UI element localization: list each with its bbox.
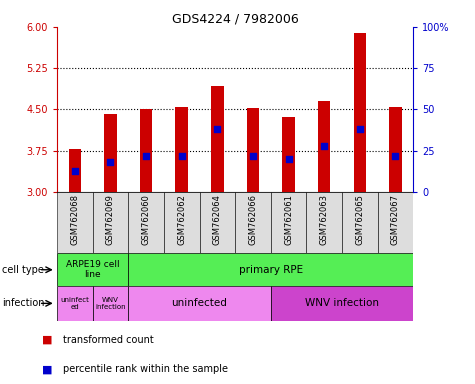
- Text: infection: infection: [2, 298, 45, 308]
- Bar: [353, 33, 366, 192]
- Bar: [318, 101, 331, 192]
- Bar: [389, 107, 402, 192]
- Bar: [164, 192, 200, 253]
- Text: GSM762062: GSM762062: [177, 194, 186, 245]
- Point: [71, 167, 79, 174]
- Bar: [271, 286, 413, 321]
- Bar: [93, 192, 128, 253]
- Point: [356, 126, 364, 132]
- Bar: [128, 192, 164, 253]
- Text: GSM762066: GSM762066: [248, 194, 257, 245]
- Text: WNV
infection: WNV infection: [95, 297, 126, 310]
- Bar: [128, 286, 271, 321]
- Bar: [282, 117, 295, 192]
- Bar: [306, 192, 342, 253]
- Bar: [247, 108, 259, 192]
- Text: GSM762067: GSM762067: [391, 194, 400, 245]
- Text: GSM762060: GSM762060: [142, 194, 151, 245]
- Text: WNV infection: WNV infection: [305, 298, 379, 308]
- Bar: [140, 109, 152, 192]
- Point: [213, 126, 221, 132]
- Text: GSM762061: GSM762061: [284, 194, 293, 245]
- Bar: [211, 86, 224, 192]
- Point: [249, 152, 256, 159]
- Title: GDS4224 / 7982006: GDS4224 / 7982006: [172, 13, 298, 26]
- Bar: [200, 192, 235, 253]
- Point: [178, 152, 185, 159]
- Bar: [378, 192, 413, 253]
- Text: cell type: cell type: [2, 265, 44, 275]
- Text: GSM762065: GSM762065: [355, 194, 364, 245]
- Text: ■: ■: [42, 335, 52, 345]
- Text: ■: ■: [42, 364, 52, 374]
- Bar: [93, 286, 128, 321]
- Text: GSM762068: GSM762068: [70, 194, 79, 245]
- Text: primary RPE: primary RPE: [238, 265, 303, 275]
- Point: [106, 159, 114, 166]
- Bar: [271, 192, 306, 253]
- Text: percentile rank within the sample: percentile rank within the sample: [64, 364, 228, 374]
- Point: [285, 156, 293, 162]
- Text: uninfected: uninfected: [171, 298, 228, 308]
- Bar: [342, 192, 378, 253]
- Text: GSM762063: GSM762063: [320, 194, 329, 245]
- Bar: [235, 192, 271, 253]
- Bar: [128, 253, 413, 286]
- Text: ARPE19 cell
line: ARPE19 cell line: [66, 260, 119, 280]
- Text: transformed count: transformed count: [64, 335, 154, 345]
- Bar: [175, 107, 188, 192]
- Text: GSM762069: GSM762069: [106, 194, 115, 245]
- Text: GSM762064: GSM762064: [213, 194, 222, 245]
- Text: uninfect
ed: uninfect ed: [60, 297, 89, 310]
- Bar: [104, 114, 117, 192]
- Bar: [57, 286, 93, 321]
- Bar: [57, 253, 128, 286]
- Point: [142, 152, 150, 159]
- Point: [320, 143, 328, 149]
- Point: [391, 152, 399, 159]
- Bar: [57, 192, 93, 253]
- Bar: [68, 149, 81, 192]
